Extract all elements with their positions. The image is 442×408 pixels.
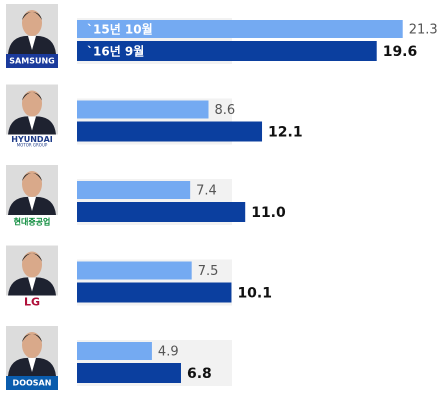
legend-label: `15년 10월 [87, 22, 153, 37]
logo-label: 현대중공업 [14, 217, 51, 227]
bar [77, 20, 403, 38]
hair [22, 173, 42, 181]
shirt [28, 277, 36, 292]
value-label: 12.1 [268, 125, 303, 141]
logo-label: SAMSUNG [9, 57, 54, 66]
bar [77, 261, 192, 280]
hair [22, 92, 42, 101]
bar [77, 100, 209, 119]
portrait: DOOSAN [6, 326, 58, 390]
bar [77, 202, 246, 222]
face [22, 10, 42, 36]
logo-label: DOOSAN [13, 379, 52, 388]
value-label: 8.6 [215, 103, 236, 118]
value-label: 21.3 [409, 23, 438, 38]
logo-bg [6, 295, 58, 310]
value-label: 6.8 [187, 366, 212, 382]
hair [22, 12, 42, 20]
value-label: 19.6 [383, 44, 418, 60]
shirt [28, 116, 36, 131]
face [22, 171, 42, 197]
face [22, 90, 42, 117]
legend-label: `16년 9월 [87, 44, 144, 59]
bar [77, 363, 181, 383]
portrait: SAMSUNG [6, 4, 58, 68]
value-label: 4.9 [158, 345, 179, 360]
bar [77, 41, 377, 61]
hair [22, 334, 42, 342]
bar [77, 342, 152, 360]
logo-sublabel: MOTOR GROUP [17, 143, 48, 148]
value-label: 10.1 [237, 286, 272, 302]
portrait: 현대중공업 [6, 165, 58, 229]
logo-bg [6, 215, 58, 229]
shirt [28, 197, 36, 211]
face [22, 251, 42, 278]
logo-label: LG [24, 296, 40, 309]
shirt [28, 36, 36, 50]
value-label: 7.5 [198, 264, 219, 279]
bar [77, 282, 232, 303]
logo-bg [6, 134, 58, 149]
logo-bg [6, 54, 58, 68]
face [22, 332, 42, 358]
bar [77, 121, 263, 142]
bar [77, 181, 191, 199]
logo-label: HYUNDAI [11, 135, 53, 144]
logo-bg [6, 376, 58, 390]
shirt [28, 358, 36, 372]
value-label: 11.0 [251, 205, 286, 221]
hair [22, 253, 42, 262]
portrait: LG [6, 245, 58, 310]
value-label: 7.4 [196, 184, 217, 199]
